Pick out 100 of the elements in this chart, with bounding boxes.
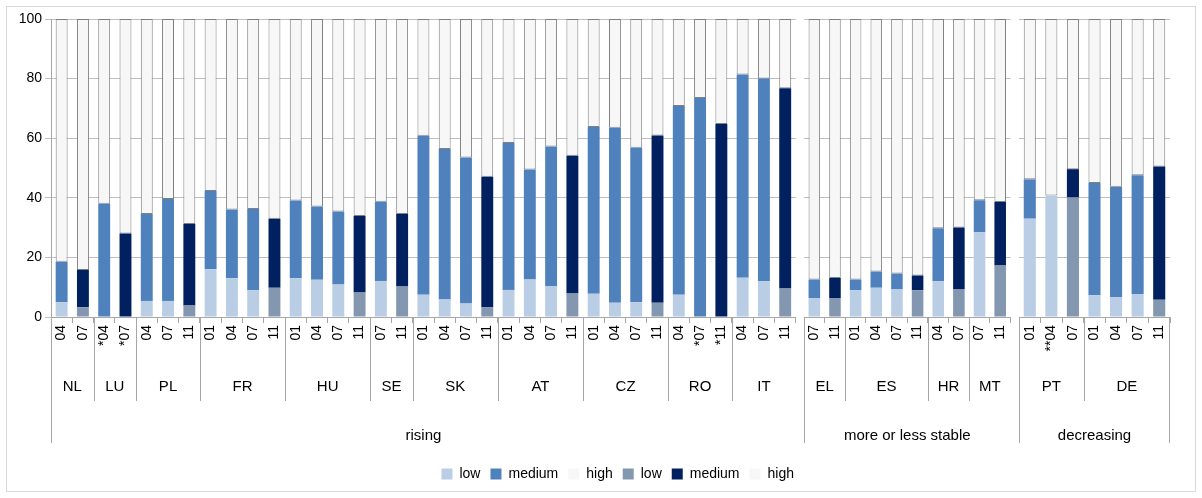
legend-label: high	[586, 464, 613, 481]
x-tick-label: 07	[73, 324, 90, 341]
y-tick-label: 40	[26, 188, 43, 205]
x-tick-label: 04	[929, 324, 946, 341]
bar	[849, 290, 862, 317]
bar	[932, 228, 945, 282]
bar	[523, 279, 536, 317]
bar	[994, 201, 1006, 266]
x-tick-label: 11	[393, 324, 409, 340]
text: SK	[445, 377, 466, 395]
text: IT	[757, 377, 771, 395]
bar	[694, 97, 707, 317]
bar	[502, 142, 515, 290]
bar	[225, 209, 238, 279]
bar	[849, 279, 862, 291]
x-tick-label: 11	[908, 324, 925, 340]
bar	[715, 123, 728, 317]
x-tick-label: 11	[265, 324, 282, 340]
bar	[204, 269, 217, 317]
bar	[1023, 218, 1036, 317]
x-tick-label: 11	[991, 324, 1008, 340]
x-tick-label: 07	[949, 324, 966, 341]
bar	[55, 302, 68, 317]
x-tick-label: 11	[478, 324, 495, 340]
bar	[808, 279, 821, 298]
bar	[566, 155, 579, 294]
x-tick-label: 11	[350, 324, 367, 340]
bar	[829, 297, 841, 317]
bar	[225, 278, 238, 317]
bar	[247, 290, 260, 317]
bar	[736, 277, 749, 317]
bar	[1131, 294, 1144, 317]
bar	[672, 106, 685, 295]
bar	[268, 218, 281, 288]
x-tick-label: *07	[690, 324, 707, 347]
x-tick-label: 07	[371, 324, 388, 341]
bar	[870, 287, 883, 317]
x-tick-label: *04	[95, 324, 112, 347]
bar	[1066, 197, 1079, 317]
y-tick-label: 20	[26, 248, 43, 265]
bar	[757, 281, 770, 317]
bar	[438, 148, 451, 300]
bar	[460, 157, 472, 304]
text: DE	[1116, 377, 1138, 395]
bar	[502, 289, 515, 317]
x-tick-label: 01	[1085, 324, 1102, 341]
x-tick-label: 07	[158, 324, 175, 341]
bar	[481, 176, 494, 308]
bar	[311, 279, 323, 317]
bar	[651, 302, 664, 317]
bar	[268, 287, 281, 317]
bar	[973, 232, 986, 317]
bar	[438, 299, 451, 317]
text: AT	[531, 377, 550, 395]
text: HU	[316, 377, 339, 395]
bar	[587, 293, 600, 317]
text: PL	[158, 377, 178, 395]
x-tick-label: 07	[754, 324, 771, 341]
bar	[1153, 299, 1166, 317]
bar	[891, 273, 903, 289]
x-tick-label: 04	[1106, 324, 1123, 341]
x-tick-label: 04	[867, 324, 884, 341]
bar	[911, 275, 924, 291]
x-tick-label: 07	[1128, 324, 1145, 341]
x-tick-label: 04	[52, 324, 69, 341]
x-tick-label: 01	[201, 324, 218, 341]
bar	[953, 288, 965, 317]
bar	[417, 135, 430, 295]
bar	[829, 277, 841, 298]
bar	[779, 288, 792, 317]
x-tick-label: 04	[733, 324, 750, 341]
x-tick-label: 04	[520, 324, 537, 341]
bar	[608, 127, 621, 303]
bar	[1045, 195, 1058, 317]
bar	[1131, 175, 1144, 295]
bar	[1110, 186, 1123, 298]
bar	[1088, 182, 1101, 296]
x-tick-label: **04	[1042, 324, 1059, 352]
bar	[332, 211, 345, 285]
legend-label: low	[459, 464, 482, 481]
x-tick-label: *07	[116, 324, 133, 347]
bar	[183, 305, 196, 317]
x-axis-title: decreasing	[1057, 426, 1132, 444]
bar	[736, 74, 749, 278]
bar	[545, 286, 558, 317]
bar	[247, 209, 260, 291]
bar	[289, 278, 302, 317]
text: ES	[876, 377, 897, 395]
bar	[140, 300, 153, 317]
bar	[204, 190, 217, 270]
bar	[587, 126, 600, 294]
text: EL	[815, 377, 834, 395]
y-tick-label: 80	[26, 69, 43, 86]
bar	[870, 271, 883, 288]
bar	[332, 284, 345, 317]
x-tick-label: 01	[286, 324, 303, 341]
x-tick-label: 04	[605, 324, 622, 341]
x-tick-label: 11	[563, 324, 580, 340]
bar	[311, 206, 323, 280]
bar	[76, 307, 89, 317]
